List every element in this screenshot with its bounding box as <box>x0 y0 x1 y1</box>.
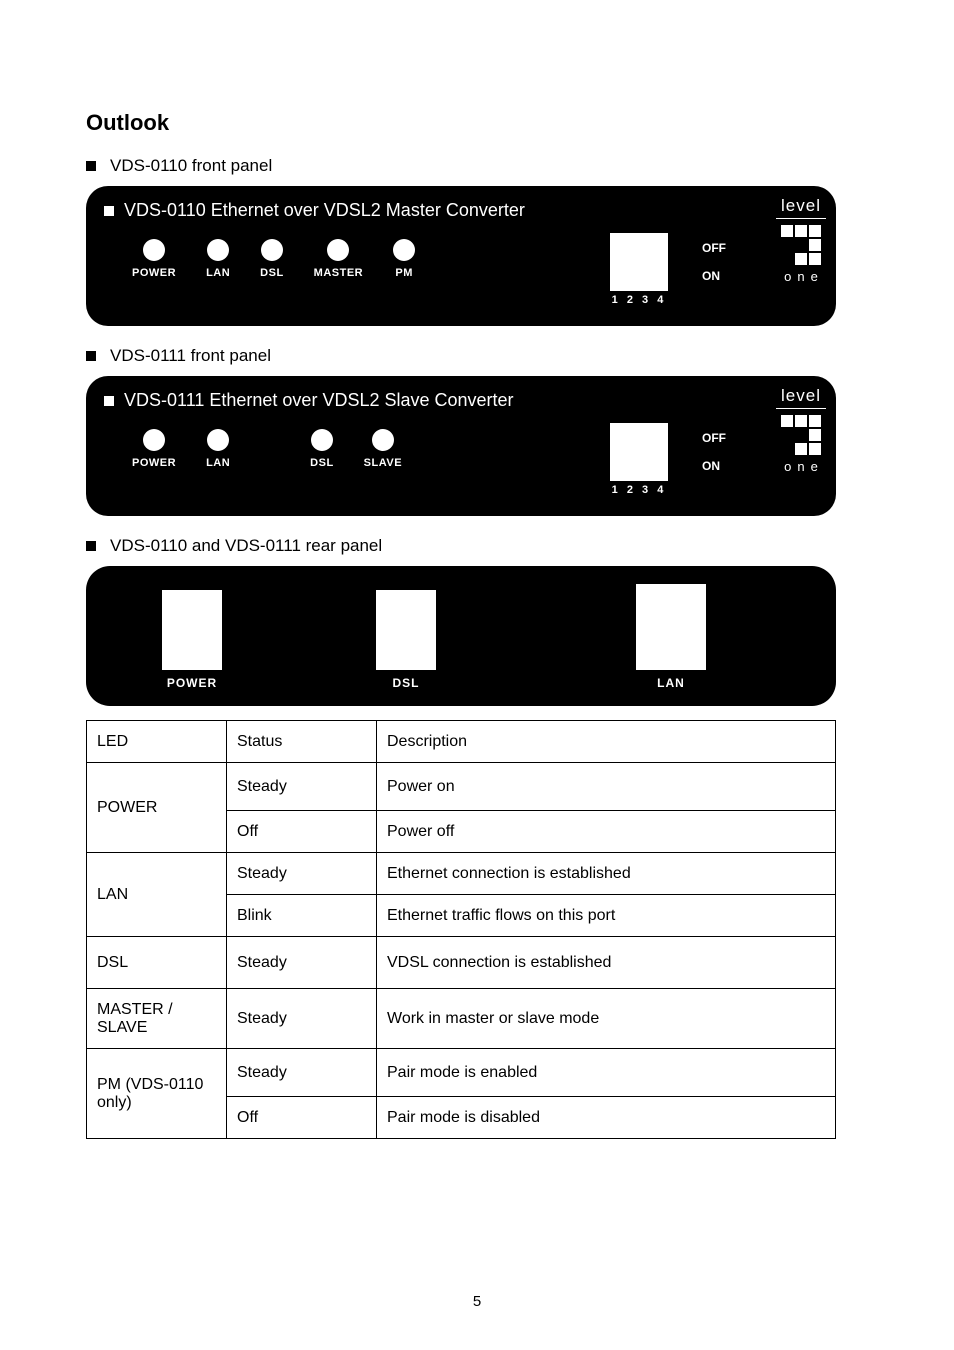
square-icon <box>104 396 114 406</box>
led-description-table: LED Status Description POWER Steady Powe… <box>86 720 836 1139</box>
section-label: VDS-0110 front panel <box>110 156 272 176</box>
dip-switch: 1 2 3 4 <box>610 423 668 496</box>
port-dsl: DSL <box>376 590 436 690</box>
port-power: POWER <box>162 590 222 690</box>
section-label: VDS-0110 and VDS-0111 rear panel <box>110 536 382 556</box>
dip-labels: OFF ON <box>702 431 726 473</box>
table-cell: VDSL connection is established <box>377 937 836 989</box>
table-cell: Pair mode is enabled <box>377 1049 836 1097</box>
bullet-icon <box>86 161 96 171</box>
led-pm: PM <box>393 239 415 279</box>
table-header: Description <box>377 721 836 763</box>
brand-logo: level one <box>776 386 826 474</box>
led-dsl: DSL <box>310 429 334 469</box>
dip-switch: 1 2 3 4 <box>610 233 668 306</box>
page-number: 5 <box>0 1293 954 1310</box>
bullet-icon <box>86 351 96 361</box>
rear-panel: POWER DSL LAN <box>86 566 836 706</box>
table-cell: DSL <box>87 937 227 989</box>
table-header: Status <box>227 721 377 763</box>
panel-title: VDS-0110 Ethernet over VDSL2 Master Conv… <box>124 200 525 221</box>
panel-title: VDS-0111 Ethernet over VDSL2 Slave Conve… <box>124 390 514 411</box>
led-slave: SLAVE <box>364 429 402 469</box>
front-panel-master: VDS-0110 Ethernet over VDSL2 Master Conv… <box>86 186 836 326</box>
table-header: LED <box>87 721 227 763</box>
table-cell: Off <box>227 811 377 853</box>
port-lan: LAN <box>636 584 706 690</box>
square-icon <box>104 206 114 216</box>
bullet-icon <box>86 541 96 551</box>
table-cell: Steady <box>227 763 377 811</box>
led-dsl: DSL <box>260 239 284 279</box>
table-cell: Power on <box>377 763 836 811</box>
dip-labels: OFF ON <box>702 241 726 283</box>
table-cell: Pair mode is disabled <box>377 1097 836 1139</box>
table-cell: Power off <box>377 811 836 853</box>
led-lan: LAN <box>206 429 230 469</box>
front-panel-slave: VDS-0111 Ethernet over VDSL2 Slave Conve… <box>86 376 836 516</box>
led-master: MASTER <box>314 239 363 279</box>
table-cell: LAN <box>87 853 227 937</box>
table-cell: PM (VDS-0110 only) <box>87 1049 227 1139</box>
table-cell: MASTER / SLAVE <box>87 989 227 1049</box>
table-cell: Steady <box>227 853 377 895</box>
table-cell: Steady <box>227 989 377 1049</box>
table-cell: Blink <box>227 895 377 937</box>
led-power: POWER <box>132 239 176 279</box>
table-cell: POWER <box>87 763 227 853</box>
page-heading: Outlook <box>86 110 836 136</box>
table-cell: Work in master or slave mode <box>377 989 836 1049</box>
led-lan: LAN <box>206 239 230 279</box>
table-cell: Ethernet connection is established <box>377 853 836 895</box>
table-cell: Ethernet traffic flows on this port <box>377 895 836 937</box>
led-power: POWER <box>132 429 176 469</box>
table-cell: Steady <box>227 1049 377 1097</box>
section-label: VDS-0111 front panel <box>110 346 271 366</box>
brand-logo: level one <box>776 196 826 284</box>
table-cell: Steady <box>227 937 377 989</box>
table-cell: Off <box>227 1097 377 1139</box>
